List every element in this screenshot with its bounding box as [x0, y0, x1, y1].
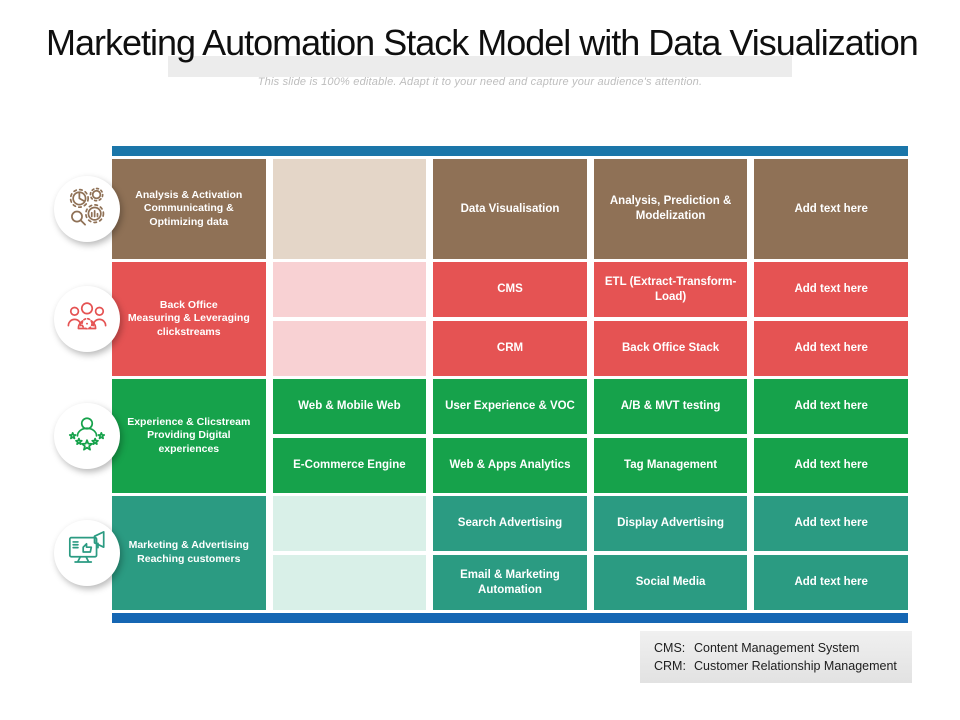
section-analysis-activation: Analysis & Activation Communicating & Op…: [112, 159, 908, 259]
stack-cell-user-experience[interactable]: User Experience & VOC: [433, 379, 587, 434]
stack-cell-social-media[interactable]: Social Media: [593, 555, 748, 610]
empty-cell[interactable]: [272, 496, 427, 551]
legend-row-crm: CRM: Customer Relationship Management: [654, 657, 902, 675]
experience-icon-badge[interactable]: [54, 403, 120, 469]
stack-cell-add-text[interactable]: Add text here: [754, 321, 908, 376]
section-experience-clicstream: Experience & Clicstream Providing Digita…: [112, 379, 908, 493]
slide-title[interactable]: Marketing Automation Stack Model with Da…: [46, 22, 919, 63]
stack-cell-add-text[interactable]: Add text here: [754, 262, 908, 317]
stack-table: Analysis & Activation Communicating & Op…: [112, 146, 908, 623]
stack-cell-add-text[interactable]: Add text here: [754, 496, 908, 551]
stack-cell-add-text[interactable]: Add text here: [754, 555, 908, 610]
slide-subtitle[interactable]: This slide is 100% editable. Adapt it to…: [257, 76, 703, 88]
stack-cell-search-advertising[interactable]: Search Advertising: [433, 496, 587, 551]
section-back-office: Back Office Measuring & Leveraging click…: [112, 262, 908, 376]
team-gear-icon: [66, 296, 108, 343]
section-label-marketing[interactable]: Marketing & Advertising Reaching custome…: [112, 496, 266, 610]
stack-cell-ab-mvt[interactable]: A/B & MVT testing: [593, 379, 748, 434]
section-marketing-advertising: Marketing & Advertising Reaching custome…: [112, 496, 908, 610]
empty-cell[interactable]: [272, 262, 427, 317]
stack-cell-tag-management[interactable]: Tag Management: [593, 438, 748, 493]
marketing-icon-badge[interactable]: [54, 520, 120, 586]
section-label-back-office[interactable]: Back Office Measuring & Leveraging click…: [112, 262, 266, 376]
stack-cell-email-marketing[interactable]: Email & Marketing Automation: [433, 555, 587, 610]
top-accent-bar: [112, 146, 908, 156]
section-label-experience[interactable]: Experience & Clicstream Providing Digita…: [112, 379, 266, 493]
customer-stars-icon: [66, 413, 108, 460]
digital-marketing-icon: [66, 530, 108, 577]
stack-cell-add-text[interactable]: Add text here: [754, 379, 908, 434]
legend-abbr: CMS:: [654, 641, 686, 655]
section-label-analysis[interactable]: Analysis & Activation Communicating & Op…: [112, 159, 266, 259]
stack-cell-web-apps-analytics[interactable]: Web & Apps Analytics: [433, 438, 587, 493]
stack-cell-web-mobile[interactable]: Web & Mobile Web: [272, 379, 427, 434]
stack-cell-analysis-prediction[interactable]: Analysis, Prediction & Modelization: [593, 159, 748, 259]
abbreviation-legend[interactable]: CMS: Content Management System CRM: Cust…: [640, 631, 912, 684]
stack-cell-cms[interactable]: CMS: [433, 262, 587, 317]
stack-cell-display-advertising[interactable]: Display Advertising: [593, 496, 748, 551]
legend-text: Customer Relationship Management: [694, 659, 897, 674]
bottom-accent-bar: [112, 613, 908, 623]
stack-cell-etl[interactable]: ETL (Extract-Transform-Load): [593, 262, 748, 317]
stack-cell-add-text[interactable]: Add text here: [754, 438, 908, 493]
analytics-gears-icon: [66, 186, 108, 233]
stack-cell-ecommerce[interactable]: E-Commerce Engine: [272, 438, 427, 493]
back-office-icon-badge[interactable]: [54, 286, 120, 352]
legend-abbr: CRM:: [654, 659, 686, 674]
empty-cell[interactable]: [272, 555, 427, 610]
legend-text: Content Management System: [694, 641, 860, 655]
stack-cell-add-text[interactable]: Add text here: [754, 159, 908, 259]
empty-cell[interactable]: [272, 321, 427, 376]
stack-cell-back-office-stack[interactable]: Back Office Stack: [593, 321, 748, 376]
analysis-icon-badge[interactable]: [54, 176, 120, 242]
stack-cell-crm[interactable]: CRM: [433, 321, 587, 376]
legend-row-cms: CMS: Content Management System: [654, 639, 902, 657]
empty-cell[interactable]: [272, 159, 427, 259]
stack-cell-data-visualisation[interactable]: Data Visualisation: [433, 159, 587, 259]
title-highlight-band: [168, 56, 792, 77]
